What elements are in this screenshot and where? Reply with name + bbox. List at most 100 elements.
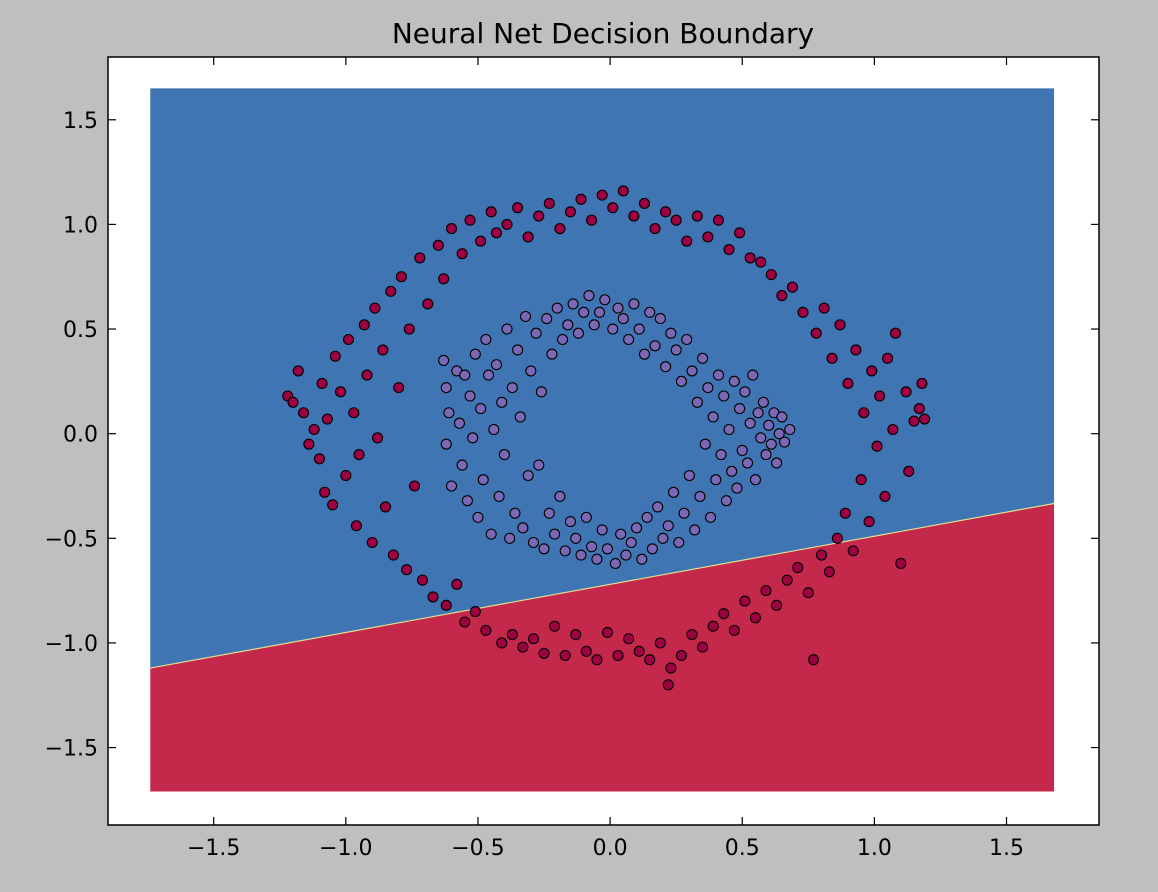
data-point-class-0 xyxy=(765,269,777,281)
data-point-class-0 xyxy=(554,223,566,235)
data-point-class-1 xyxy=(649,340,661,352)
data-point-class-1 xyxy=(480,333,492,346)
data-point-class-1 xyxy=(551,302,563,314)
x-tick-label: 0.0 xyxy=(593,836,628,861)
data-point-class-1 xyxy=(673,536,685,549)
data-point-class-0 xyxy=(506,629,518,641)
data-point-class-1 xyxy=(699,438,711,450)
data-point-class-1 xyxy=(554,490,566,503)
data-point-class-1 xyxy=(731,482,743,494)
data-point-class-1 xyxy=(546,348,558,360)
data-point-class-1 xyxy=(583,290,595,302)
data-point-class-1 xyxy=(530,327,542,339)
data-point-class-0 xyxy=(501,218,513,230)
data-point-class-0 xyxy=(422,298,434,310)
data-point-class-1 xyxy=(715,449,727,461)
data-point-class-1 xyxy=(662,520,674,532)
data-point-class-0 xyxy=(559,649,571,662)
data-point-class-0 xyxy=(464,214,476,226)
data-point-class-1 xyxy=(514,411,526,423)
data-point-class-1 xyxy=(438,354,450,366)
data-point-class-1 xyxy=(678,507,690,519)
data-point-class-1 xyxy=(456,459,468,471)
data-point-class-0 xyxy=(387,549,399,561)
decision-boundary-line xyxy=(150,502,1055,669)
data-point-class-0 xyxy=(628,210,640,222)
data-point-class-0 xyxy=(298,407,310,419)
data-point-class-0 xyxy=(480,624,492,636)
data-point-class-1 xyxy=(575,549,587,561)
data-point-class-0 xyxy=(303,438,315,450)
data-point-class-1 xyxy=(784,423,796,436)
data-point-class-0 xyxy=(575,193,587,205)
data-point-class-0 xyxy=(459,616,471,628)
data-point-class-1 xyxy=(467,432,479,444)
x-tick-label: 1.5 xyxy=(989,836,1024,861)
data-point-class-0 xyxy=(728,624,740,636)
data-point-class-0 xyxy=(313,453,325,465)
data-point-class-1 xyxy=(667,486,680,498)
data-point-class-0 xyxy=(348,407,360,419)
data-point-class-0 xyxy=(445,223,458,235)
y-tick-label: −0.5 xyxy=(45,527,98,552)
data-point-class-1 xyxy=(744,417,756,429)
data-point-class-1 xyxy=(734,403,746,415)
data-point-class-0 xyxy=(580,645,592,657)
data-point-class-1 xyxy=(482,369,495,381)
data-point-class-1 xyxy=(617,313,629,325)
y-tick-label: 0.5 xyxy=(63,318,98,343)
data-point-class-1 xyxy=(773,428,785,440)
data-point-class-0 xyxy=(319,486,331,498)
data-point-class-0 xyxy=(512,202,524,214)
data-point-class-1 xyxy=(556,333,569,346)
y-tick-label: 0.0 xyxy=(63,423,98,448)
data-point-class-1 xyxy=(683,469,695,482)
y-tick-label: −1.0 xyxy=(45,632,98,657)
data-point-class-0 xyxy=(866,365,878,377)
data-point-class-1 xyxy=(620,549,632,561)
data-point-class-0 xyxy=(601,626,614,639)
data-point-class-0 xyxy=(895,557,907,569)
data-point-class-1 xyxy=(578,306,590,318)
data-point-class-0 xyxy=(810,327,822,339)
data-point-class-0 xyxy=(871,440,883,452)
data-point-class-0 xyxy=(366,536,378,549)
data-point-class-0 xyxy=(638,197,651,210)
data-point-class-1 xyxy=(625,536,637,549)
data-point-class-1 xyxy=(736,444,748,456)
x-tick-label: −1.5 xyxy=(187,836,240,861)
data-point-class-0 xyxy=(749,612,762,624)
data-point-class-0 xyxy=(815,549,828,561)
data-point-class-1 xyxy=(726,465,738,477)
data-point-class-1 xyxy=(599,294,611,306)
data-point-class-0 xyxy=(591,654,603,666)
data-point-class-0 xyxy=(287,396,299,408)
data-point-class-0 xyxy=(808,654,820,666)
data-points xyxy=(282,185,931,691)
data-point-class-0 xyxy=(723,243,735,256)
data-point-class-0 xyxy=(755,256,767,268)
data-point-class-1 xyxy=(778,436,791,448)
y-tick-label: −1.5 xyxy=(45,737,98,762)
data-point-class-1 xyxy=(493,490,505,503)
data-point-class-1 xyxy=(638,348,651,360)
data-point-class-0 xyxy=(308,423,320,436)
data-point-class-0 xyxy=(570,629,582,641)
data-point-class-1 xyxy=(660,361,672,373)
data-point-class-1 xyxy=(644,306,656,318)
data-point-class-1 xyxy=(707,411,719,423)
data-point-class-0 xyxy=(858,407,870,419)
data-point-class-1 xyxy=(760,449,772,461)
data-point-class-1 xyxy=(593,306,606,318)
data-point-class-0 xyxy=(903,465,915,477)
data-point-class-0 xyxy=(675,649,688,662)
data-point-class-0 xyxy=(416,574,429,586)
data-point-class-0 xyxy=(879,490,891,503)
data-point-class-1 xyxy=(633,323,645,335)
data-point-class-1 xyxy=(490,359,503,371)
data-point-class-0 xyxy=(490,227,503,239)
data-point-class-0 xyxy=(395,271,407,283)
data-point-class-1 xyxy=(686,365,698,377)
data-point-class-1 xyxy=(636,553,648,565)
data-point-class-1 xyxy=(549,528,561,540)
